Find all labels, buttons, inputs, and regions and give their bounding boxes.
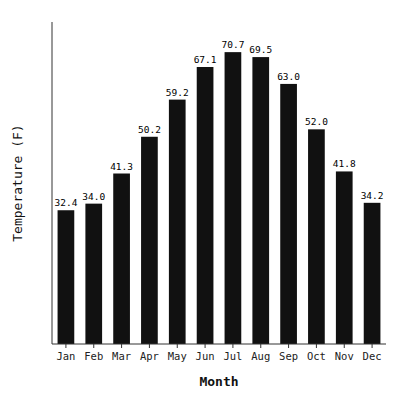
x-tick-label: Dec — [363, 350, 382, 362]
data-label: 52.0 — [305, 116, 328, 127]
data-label: 59.2 — [166, 87, 189, 98]
x-tick-label: Jan — [56, 350, 75, 362]
data-label: 32.4 — [54, 197, 77, 208]
data-label: 63.0 — [277, 71, 300, 82]
bar — [58, 210, 75, 344]
y-axis-line — [52, 22, 53, 344]
bar — [252, 57, 269, 344]
bar — [225, 52, 242, 344]
data-label: 41.8 — [333, 158, 356, 169]
x-tick — [205, 344, 206, 348]
bar — [141, 137, 158, 344]
x-tick-label: Jun — [196, 350, 215, 362]
x-tick — [288, 344, 289, 348]
x-tick-label: Jul — [223, 350, 242, 362]
x-tick-label: Apr — [140, 350, 159, 362]
bar — [197, 67, 214, 344]
bar — [169, 100, 186, 344]
bar — [280, 84, 297, 344]
x-axis-label: Month — [199, 374, 238, 389]
x-tick — [93, 344, 94, 348]
chart-container: Jan Feb Mar Apr May Jun Jul Aug Sep Oct Nov Dec 32.4… — [0, 0, 400, 400]
data-label: 34.0 — [82, 191, 105, 202]
x-tick — [121, 344, 122, 348]
bars — [58, 52, 381, 344]
x-tick-label: May — [168, 350, 187, 362]
x-tick — [65, 344, 66, 348]
x-tick-label: Sep — [279, 350, 298, 362]
x-tick-label: Aug — [251, 350, 270, 362]
x-tick-label: Mar — [112, 350, 131, 362]
x-tick-label: Feb — [84, 350, 103, 362]
data-labels: 32.4 34.0 41.3 50.2 59.2 67.1 70.7 69.5 63.0 52.0… — [54, 39, 383, 208]
x-tick-label: Oct — [307, 350, 326, 362]
x-tick — [372, 344, 373, 348]
data-label: 70.7 — [221, 39, 244, 50]
bar — [308, 129, 325, 344]
x-tick — [177, 344, 178, 348]
x-axis-line — [52, 344, 386, 345]
data-label: 41.3 — [110, 161, 133, 172]
chart: Jan Feb Mar Apr May Jun Jul Aug Sep Oct Nov Dec 32.4… — [0, 0, 400, 400]
x-tick — [232, 344, 233, 348]
data-label: 34.2 — [361, 190, 384, 201]
x-tick — [149, 344, 150, 348]
bar — [364, 203, 381, 344]
data-label: 67.1 — [194, 54, 217, 65]
bar — [85, 204, 102, 344]
x-tick — [344, 344, 345, 348]
x-tick — [260, 344, 261, 348]
bar — [113, 174, 130, 344]
data-label: 50.2 — [138, 124, 161, 135]
x-tick-label: Nov — [335, 350, 354, 362]
data-label: 69.5 — [249, 44, 272, 55]
bar — [336, 171, 353, 344]
y-axis-label: Temperature (F) — [10, 124, 25, 241]
x-tick — [316, 344, 317, 348]
